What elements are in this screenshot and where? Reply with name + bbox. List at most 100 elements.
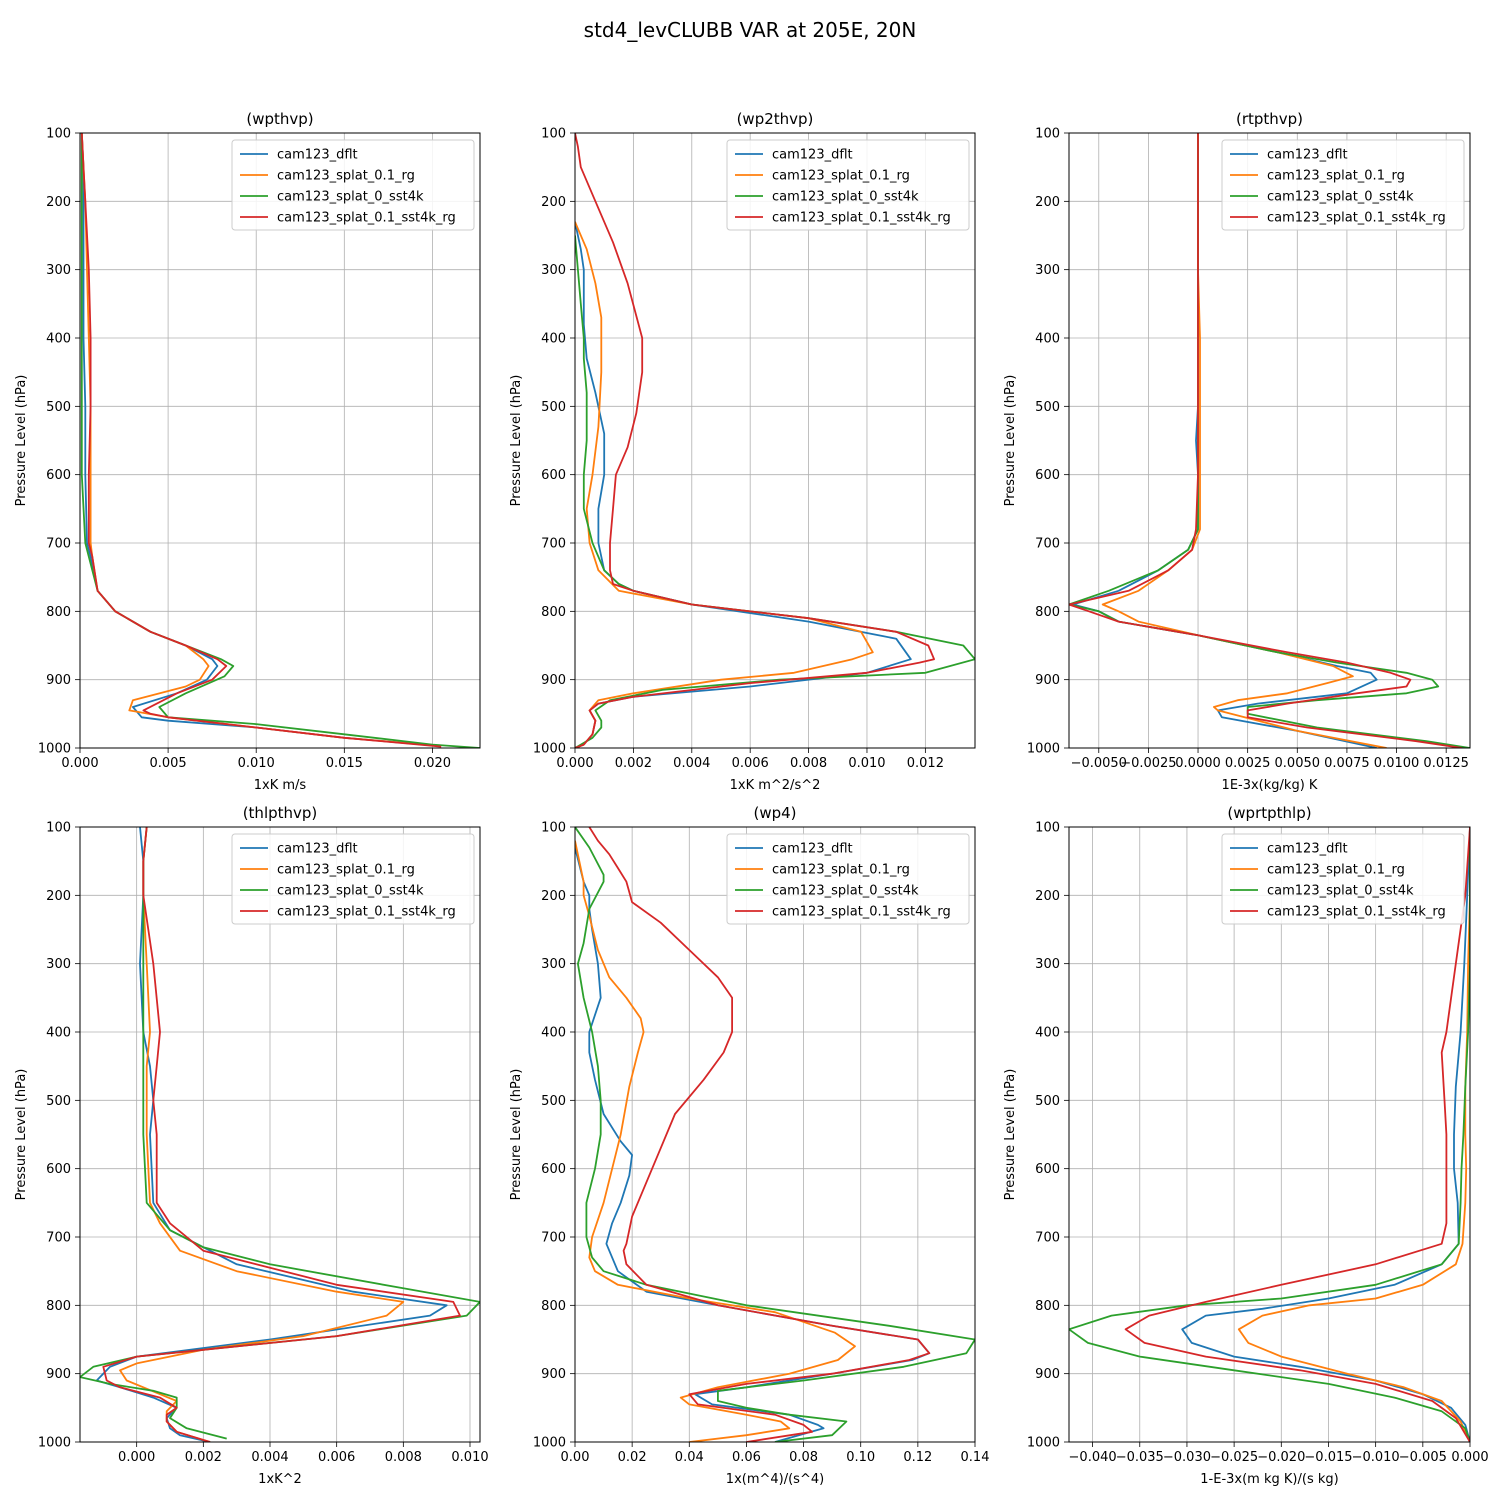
x-tick-label: −0.005 — [1399, 1450, 1447, 1465]
series-line-cam123-splat-0-1-rg — [575, 840, 856, 1442]
y-tick-label: 700 — [541, 1231, 566, 1246]
legend: cam123_dflt cam123_splat_0.1_rg cam123_spl… — [231, 139, 475, 231]
panels: 0.000 0.005 0.010 0.015 0.020 100 200 300 400 500… — [14, 110, 1489, 1487]
y-tick-label: 900 — [1035, 673, 1060, 688]
series-group — [575, 133, 975, 748]
series-line-cam123-splat-0-1-sst4k-rg — [1124, 827, 1470, 1442]
legend-label: cam123_splat_0.1_rg — [772, 169, 910, 184]
x-tick-label: 0.008 — [385, 1450, 422, 1465]
legend: cam123_dflt cam123_splat_0.1_rg cam123_spl… — [1221, 139, 1465, 231]
y-tick-label: 400 — [541, 1026, 566, 1041]
axes-frame — [574, 826, 976, 1443]
x-axis-label: 1xK m^2/s^2 — [730, 778, 821, 793]
x-tick-label: 0.00 — [561, 1450, 590, 1465]
panel-6: −0.040 −0.035 −0.030 −0.025 −0.020 −0.015 −0.0… — [1003, 804, 1489, 1487]
series-line-cam123-dflt — [575, 847, 931, 1442]
legend-label: cam123_splat_0_sst4k — [772, 190, 919, 205]
x-tick-label: 0.0025 — [1225, 756, 1271, 771]
series-group — [575, 827, 975, 1442]
y-tick-label: 300 — [541, 957, 566, 972]
y-tick-label: 300 — [46, 957, 71, 972]
x-tick-label: 0.006 — [318, 1450, 355, 1465]
panel-5: 0.00 0.02 0.04 0.06 0.08 0.10 0.12 0.14 100 200 30… — [509, 804, 989, 1487]
x-tick-label: 0.010 — [238, 756, 275, 771]
series-group — [1069, 827, 1470, 1442]
y-tick-label: 400 — [1035, 332, 1060, 347]
x-tick-label: 0.004 — [251, 1450, 288, 1465]
x-tick-label: 0.002 — [185, 1450, 222, 1465]
legend-label: cam123_splat_0.1_rg — [772, 863, 910, 878]
x-tick-label: 0.020 — [414, 756, 451, 771]
x-tick-label: −0.035 — [1116, 1450, 1164, 1465]
y-tick-label: 200 — [46, 195, 71, 210]
x-tick-label: 0.0050 — [1275, 756, 1321, 771]
series-line-cam123-splat-0-sst4k — [1069, 827, 1470, 1442]
panel-1: 0.000 0.005 0.010 0.015 0.020 100 200 300 400 500… — [14, 110, 481, 793]
y-tick-label: 100 — [1035, 821, 1060, 836]
y-tick-label: 700 — [46, 537, 71, 552]
x-axis-label: 1x(m^4)/(s^4) — [726, 1472, 824, 1487]
legend-label: cam123_dflt — [1267, 842, 1348, 857]
series-group — [80, 827, 480, 1442]
legend-label: cam123_splat_0_sst4k — [277, 190, 424, 205]
y-tick-label: 100 — [46, 821, 71, 836]
x-tick-label: 0.010 — [848, 756, 885, 771]
series-group — [80, 133, 480, 748]
y-tick-label: 400 — [46, 1026, 71, 1041]
y-tick-label: 900 — [541, 673, 566, 688]
y-tick-label: 200 — [541, 195, 566, 210]
y-tick-label: 600 — [1035, 1162, 1060, 1177]
panel-title: (wp2thvp) — [737, 110, 814, 128]
x-tick-label: 0.0125 — [1423, 756, 1469, 771]
y-axis-label: Pressure Level (hPa) — [1003, 375, 1018, 507]
x-axis-label: 1xK^2 — [258, 1472, 302, 1487]
series-line-cam123-splat-0-1-sst4k-rg — [588, 827, 931, 1442]
axes-frame — [1068, 826, 1471, 1443]
y-tick-label: 600 — [541, 1162, 566, 1177]
x-axis-label: 1E-3x(kg/kg) K — [1222, 778, 1318, 793]
y-tick-label: 100 — [1035, 127, 1060, 142]
legend-box — [1221, 139, 1465, 231]
x-tick-label: 0.000 — [1451, 1450, 1488, 1465]
series-line-cam123-splat-0-1-sst4k-rg — [575, 133, 935, 748]
y-tick-label: 1000 — [1027, 742, 1060, 757]
y-tick-label: 1000 — [533, 742, 566, 757]
y-tick-label: 700 — [1035, 1231, 1060, 1246]
y-tick-label: 800 — [541, 605, 566, 620]
x-tick-label: −0.020 — [1257, 1450, 1305, 1465]
x-tick-label: −0.040 — [1069, 1450, 1117, 1465]
x-tick-label: 0.000 — [61, 756, 98, 771]
y-tick-label: 300 — [541, 263, 566, 278]
legend-label: cam123_splat_0.1_sst4k_rg — [1267, 905, 1446, 920]
x-tick-label: 0.10 — [846, 1450, 875, 1465]
legend-box — [231, 833, 475, 925]
series-line-cam123-splat-0-1-sst4k-rg — [1069, 133, 1463, 748]
legend-label: cam123_splat_0_sst4k — [277, 884, 424, 899]
x-tick-label: 0.015 — [326, 756, 363, 771]
y-tick-label: 500 — [541, 400, 566, 415]
y-tick-label: 900 — [46, 673, 71, 688]
y-tick-label: 700 — [541, 537, 566, 552]
axes-frame — [574, 132, 976, 749]
series-line-cam123-splat-0-1-sst4k-rg — [102, 827, 461, 1442]
legend: cam123_dflt cam123_splat_0.1_rg cam123_spl… — [1221, 833, 1465, 925]
y-tick-label: 1000 — [1027, 1436, 1060, 1451]
legend-label: cam123_dflt — [277, 148, 358, 163]
legend-label: cam123_dflt — [772, 842, 853, 857]
x-tick-label: 0.008 — [790, 756, 827, 771]
y-tick-label: 400 — [541, 332, 566, 347]
x-tick-label: 0.02 — [618, 1450, 647, 1465]
y-tick-label: 900 — [541, 1367, 566, 1382]
x-tick-label: 0.12 — [903, 1450, 932, 1465]
series-line-cam123-splat-0-1-sst4k-rg — [80, 133, 442, 748]
y-tick-label: 400 — [46, 332, 71, 347]
legend-label: cam123_splat_0.1_rg — [1267, 863, 1405, 878]
y-tick-label: 600 — [541, 468, 566, 483]
panel-2: 0.000 0.002 0.004 0.006 0.008 0.010 0.012 100 20… — [509, 110, 976, 793]
y-tick-label: 400 — [1035, 1026, 1060, 1041]
y-tick-label: 700 — [1035, 537, 1060, 552]
y-tick-label: 200 — [541, 889, 566, 904]
y-tick-label: 300 — [1035, 263, 1060, 278]
y-tick-label: 200 — [1035, 889, 1060, 904]
